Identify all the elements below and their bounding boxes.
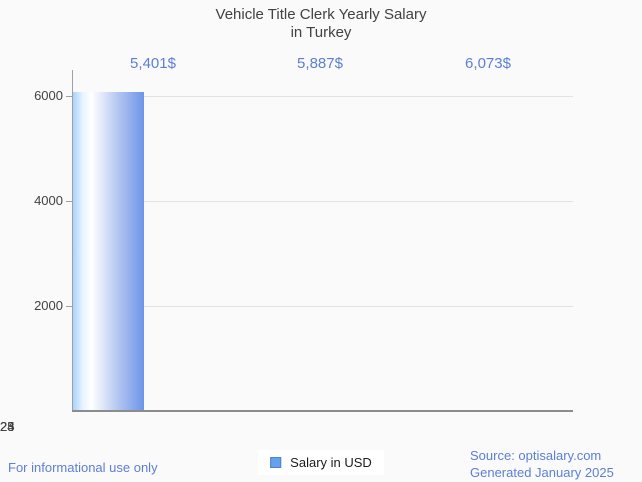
y-axis-tick: [66, 96, 73, 97]
chart-title-line1: Vehicle Title Clerk Yearly Salary: [215, 6, 427, 23]
bar-value-label: 5,401$: [130, 55, 176, 72]
gridline: [73, 201, 573, 202]
footer-disclaimer: For informational use only: [8, 460, 158, 475]
x-axis-label: 2023: [0, 419, 15, 434]
bar-value-label: 6,073$: [465, 55, 511, 72]
legend-item[interactable]: Salary in USD: [258, 450, 384, 475]
bar-value-label: 5,887$: [297, 55, 343, 72]
legend-marker-icon: [270, 457, 282, 468]
gridline: [73, 306, 573, 307]
y-axis-tick: [66, 201, 73, 202]
y-axis-label: 6000: [34, 88, 63, 103]
y-axis-tick: [66, 306, 73, 307]
footer-attribution: Source: optisalary.com Generated January…: [470, 447, 614, 481]
chart-title-line2: in Turkey: [290, 24, 352, 41]
y-axis-label: 4000: [34, 193, 63, 208]
bar-slot-2025: [73, 70, 144, 411]
x-axis-label: 2024: [0, 419, 15, 434]
bar[interactable]: [73, 92, 144, 411]
legend-label: Salary in USD: [290, 455, 372, 470]
x-axis-label: 2025: [0, 419, 15, 434]
plot-area: 2000 4000 6000: [34, 70, 573, 412]
footer-generated: Generated January 2025: [470, 465, 614, 480]
footer-source: Source: optisalary.com: [470, 448, 602, 463]
x-axis-line: [72, 410, 573, 412]
y-axis-label: 2000: [34, 298, 63, 313]
gridline: [73, 96, 573, 97]
chart-title: Vehicle Title Clerk Yearly Salary in Tur…: [0, 6, 642, 42]
